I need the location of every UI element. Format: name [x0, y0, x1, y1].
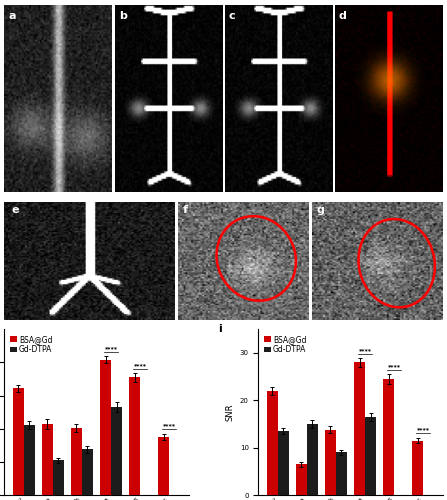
Bar [412, 440, 423, 495]
Bar [129, 378, 140, 495]
Bar [24, 424, 35, 495]
Bar [82, 450, 93, 495]
Bar [383, 379, 394, 495]
Bar [53, 460, 64, 495]
Legend: BSA@Gd, Gd-DTPA: BSA@Gd, Gd-DTPA [8, 333, 54, 355]
Text: b: b [119, 10, 127, 20]
Text: ****: **** [358, 348, 371, 353]
Bar [296, 464, 307, 495]
Text: ****: **** [105, 346, 118, 351]
Bar [365, 417, 376, 495]
Bar [42, 424, 53, 495]
Text: e: e [11, 206, 19, 216]
Y-axis label: SNR: SNR [225, 404, 234, 421]
Text: f: f [183, 206, 188, 216]
Text: ****: **** [417, 428, 430, 432]
Bar [267, 391, 278, 495]
Bar [278, 431, 289, 495]
Bar [100, 360, 111, 495]
Text: ****: **** [134, 362, 147, 368]
Legend: BSA@Gd, Gd-DTPA: BSA@Gd, Gd-DTPA [262, 333, 308, 355]
Bar [336, 452, 347, 495]
Text: ****: **** [163, 424, 176, 428]
Bar [307, 424, 318, 495]
Text: ****: **** [388, 364, 401, 369]
Text: c: c [229, 10, 236, 20]
Bar [354, 362, 365, 495]
Bar [111, 407, 122, 495]
Bar [71, 428, 82, 495]
Text: d: d [339, 10, 347, 20]
Text: g: g [317, 206, 325, 216]
Bar [325, 430, 336, 495]
Text: i: i [218, 324, 222, 334]
Bar [13, 388, 24, 495]
Bar [158, 437, 169, 495]
Text: a: a [9, 10, 16, 20]
